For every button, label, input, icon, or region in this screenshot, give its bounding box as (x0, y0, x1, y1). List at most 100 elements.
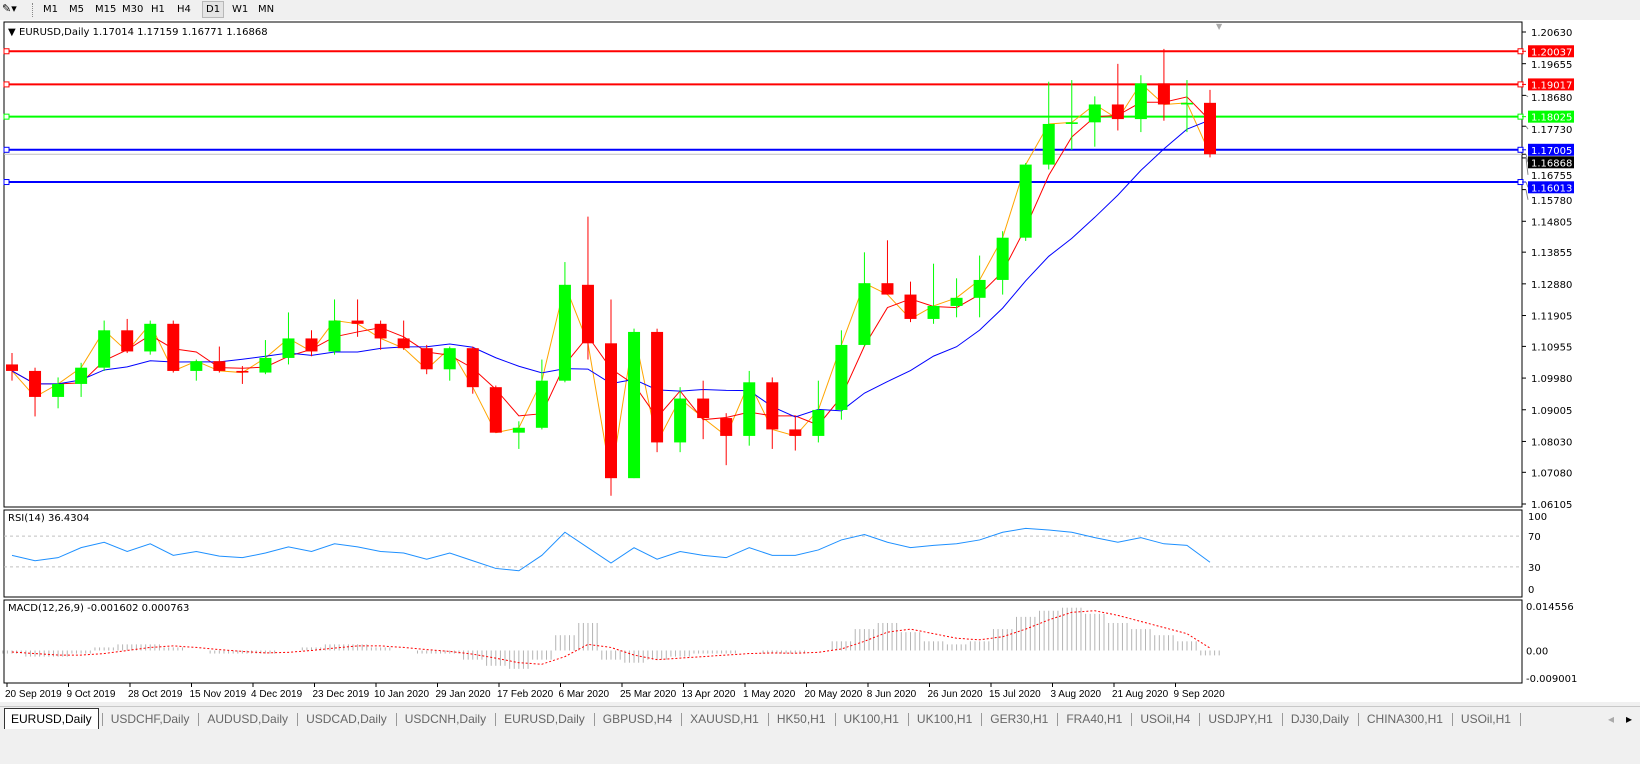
date-tick-label: 20 May 2020 (805, 689, 863, 700)
timeframe-h4[interactable]: H4 (177, 4, 191, 15)
price-chart[interactable]: ▼ EURUSD,Daily 1.17014 1.17159 1.16771 1.… (0, 20, 1640, 702)
candle-body (605, 343, 617, 479)
candle-body (1111, 104, 1124, 120)
date-tick-label: 15 Jul 2020 (989, 689, 1041, 700)
current-price-badge (1528, 156, 1574, 169)
candle-body (466, 348, 479, 388)
chart-tab[interactable]: USOil,H1 (1460, 712, 1511, 726)
macd-panel (3, 599, 1523, 684)
date-tick-label: 28 Oct 2019 (128, 689, 183, 700)
collapse-arrow-icon[interactable]: ▼ (8, 27, 16, 38)
timeframe-w1[interactable]: W1 (232, 4, 249, 15)
candle-body (950, 297, 963, 306)
price-tick-label: 1.16755 (1531, 171, 1572, 182)
candle-body (858, 283, 871, 345)
tab-divider (198, 713, 200, 726)
timeframe-m30[interactable]: M30 (122, 4, 144, 15)
tab-divider (681, 713, 683, 726)
chart-window[interactable]: ▼ EURUSD,Daily 1.17014 1.17159 1.16771 1.… (0, 20, 1640, 702)
label-leader (1525, 94, 1529, 98)
level-handle-left[interactable] (3, 81, 10, 88)
candle-body (305, 338, 318, 352)
level-handle-left[interactable] (3, 146, 10, 153)
price-tick-label: 1.15780 (1531, 196, 1572, 207)
candle-body (259, 357, 272, 373)
chart-tab[interactable]: CHINA300,H1 (1366, 712, 1443, 726)
candle-body (789, 429, 802, 436)
chart-tab[interactable]: USDCAD,Daily (306, 712, 387, 726)
price-tick-label: 1.20630 (1531, 28, 1572, 39)
timeframe-mn[interactable]: MN (258, 4, 275, 15)
chart-tab[interactable]: UK100,H1 (916, 712, 973, 726)
candle-body (236, 370, 249, 373)
price-tick-label: 1.09980 (1531, 374, 1572, 385)
candle-body (29, 370, 42, 397)
timeframe-m5[interactable]: M5 (69, 4, 84, 15)
chart-tab[interactable]: GER30,H1 (990, 712, 1049, 726)
timeframe-h1[interactable]: H1 (151, 4, 165, 15)
chart-tab[interactable]: DJ30,Daily (1290, 712, 1349, 726)
macd-signal-line (11, 610, 1211, 665)
date-tick-label: 1 May 2020 (743, 689, 796, 700)
rsi-axis-label: 30 (1528, 563, 1541, 574)
candle-body (1180, 102, 1193, 105)
rsi-axis-label: 0 (1528, 585, 1534, 596)
current-price-label: 1.16868 (1531, 158, 1572, 169)
level-handle-left[interactable] (3, 113, 10, 120)
chart-tab[interactable]: HK50,H1 (776, 712, 826, 726)
tab-divider (907, 713, 909, 726)
date-tick-label: 13 Apr 2020 (682, 689, 736, 700)
candle-body (351, 320, 364, 324)
candle-body (996, 237, 1009, 280)
tab-divider (767, 713, 769, 726)
tab-scroll-right-icon[interactable]: ▸ (1626, 712, 1633, 726)
candle-body (1019, 164, 1032, 238)
date-tick-label: 9 Sep 2020 (1174, 689, 1226, 700)
timeframe-m1[interactable]: M1 (43, 4, 58, 15)
tab-scroll-left-icon[interactable]: ◂ (1608, 712, 1615, 726)
price-tick-label: 1.17730 (1531, 125, 1572, 136)
tab-divider (1519, 713, 1521, 726)
level-price-label: 1.19017 (1531, 80, 1572, 91)
chart-tab[interactable]: USDCHF,Daily (110, 712, 190, 726)
price-tick-label: 1.12880 (1531, 280, 1572, 291)
tab-divider (1281, 713, 1283, 726)
level-handle-left[interactable] (3, 48, 10, 55)
chart-tab[interactable]: GBPUSD,H4 (602, 712, 673, 726)
candle-body (535, 380, 548, 428)
candle-body (1042, 123, 1055, 165)
chart-tab[interactable]: XAUUSD,H1 (690, 712, 759, 726)
line-tool-icon[interactable]: ✎▾ (2, 2, 17, 15)
tab-divider (1451, 713, 1453, 726)
price-tick-label: 1.14805 (1531, 217, 1572, 228)
timeframe-m15[interactable]: M15 (95, 4, 117, 15)
status-area (0, 731, 1640, 764)
chart-tab[interactable]: USDCNH,Daily (404, 712, 487, 726)
chart-tab[interactable]: FRA40,H1 (1066, 712, 1123, 726)
chart-tab[interactable]: EURUSD,Daily (4, 708, 99, 729)
macd-axis-label: -0.009001 (1526, 674, 1577, 685)
chart-tab[interactable]: EURUSD,Daily (504, 712, 585, 726)
macd-axis-label: 0.014556 (1526, 602, 1574, 613)
price-tick-label: 1.06105 (1531, 500, 1572, 511)
price-tick-label: 1.11905 (1531, 312, 1572, 323)
chart-tab[interactable]: USDJPY,H1 (1208, 712, 1273, 726)
chart-tab[interactable]: USOil,H4 (1140, 712, 1191, 726)
price-tick-label: 1.19655 (1531, 60, 1572, 71)
level-handle-left[interactable] (3, 179, 10, 186)
tab-divider (297, 713, 299, 726)
candle-body (973, 279, 986, 298)
candle-body (766, 382, 779, 430)
rsi-axis-label: 100 (1528, 512, 1547, 523)
toolbar-grip[interactable] (32, 3, 35, 17)
chart-tab[interactable]: UK100,H1 (843, 712, 899, 726)
chart-tab[interactable]: AUDUSD,Daily (207, 712, 289, 726)
candle-body (489, 387, 502, 433)
date-tick-label: 15 Nov 2019 (190, 689, 247, 700)
candle-body (881, 283, 894, 295)
level-price-badge (1528, 181, 1574, 194)
price-tick-label: 1.09005 (1531, 406, 1572, 417)
timeframe-d1[interactable]: D1 (202, 1, 225, 18)
tab-divider (101, 713, 103, 726)
date-tick-label: 10 Jan 2020 (374, 689, 429, 700)
